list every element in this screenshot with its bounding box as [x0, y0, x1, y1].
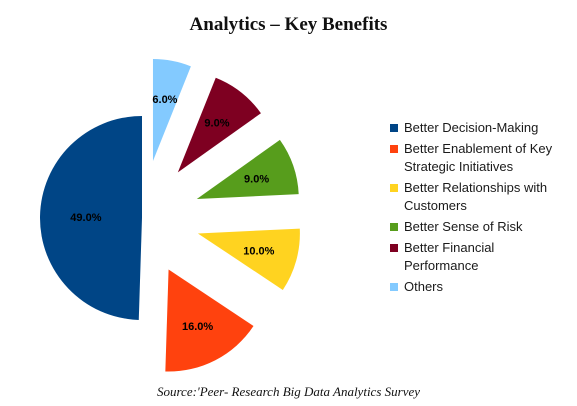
legend-item: Better Relationships with Customers: [390, 179, 575, 215]
legend-label-line: Better Relationships with: [404, 180, 548, 195]
legend-label-line: Performance: [404, 258, 479, 273]
legend-label-line: Better Enablement of Key: [404, 141, 553, 156]
pie-slice-sense-of-risk: [196, 139, 299, 200]
legend-swatch: [390, 244, 398, 252]
chart-title: Analytics – Key Benefits: [189, 14, 388, 35]
pie-data-label-financial-performance: 9.0%: [204, 118, 229, 130]
pie-data-label-others: 6.0%: [152, 94, 177, 106]
legend-label-line: Customers: [404, 198, 467, 213]
legend-item: Better Enablement of Key Strategic Initi…: [390, 140, 575, 176]
pie-data-label-decision-making: 49.0%: [70, 212, 101, 224]
legend-label-line: Better Sense of Risk: [404, 219, 523, 234]
legend: Better Decision-Making Better Enablement…: [390, 119, 575, 299]
pie-data-label-strategic-initiatives: 16.0%: [182, 321, 213, 333]
legend-item: Others: [390, 278, 575, 296]
legend-label-line: Better Decision-Making: [404, 120, 539, 135]
legend-label-line: Others: [404, 279, 444, 294]
legend-swatch: [390, 223, 398, 231]
pie-data-label-customer-relationships: 10.0%: [243, 245, 274, 257]
pie-slice-financial-performance: [177, 77, 261, 173]
legend-item: Better Financial Performance: [390, 239, 575, 275]
legend-swatch: [390, 124, 398, 132]
legend-item: Better Sense of Risk: [390, 218, 575, 236]
legend-swatch: [390, 145, 398, 153]
pie-data-label-sense-of-risk: 9.0%: [244, 173, 269, 185]
legend-swatch: [390, 283, 398, 291]
pie-slice-strategic-initiatives: [165, 269, 254, 372]
pie-slice-decision-making: [40, 116, 142, 320]
pie-slice-others: [152, 59, 191, 162]
source-note: Source:'Peer- Research Big Data Analytic…: [156, 384, 421, 399]
legend-swatch: [390, 184, 398, 192]
pie-slice-customer-relationships: [197, 228, 300, 290]
legend-label-line: Strategic Initiatives: [404, 159, 514, 174]
legend-label-line: Better Financial: [404, 240, 495, 255]
legend-item: Better Decision-Making: [390, 119, 575, 137]
